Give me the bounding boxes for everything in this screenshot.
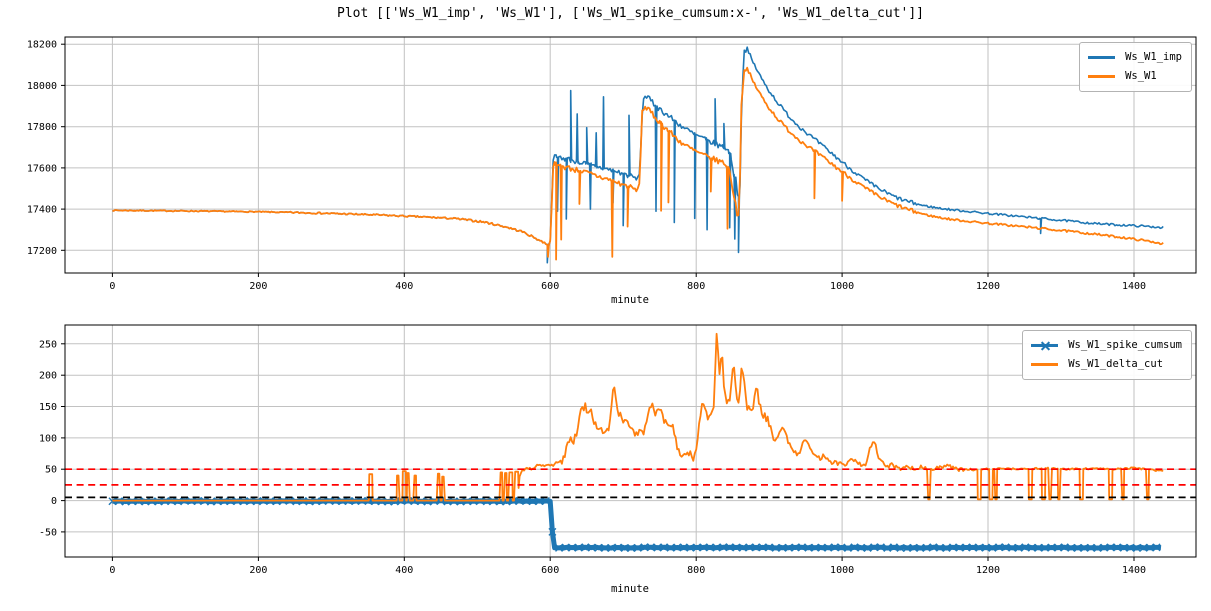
chart-title: Plot [['Ws_W1_imp', 'Ws_W1'], ['Ws_W1_sp… [337, 6, 924, 21]
x-tick-label: 200 [249, 281, 267, 292]
axes-background [65, 37, 1196, 273]
legend-item: Ws_W1_delta_cut [1031, 355, 1182, 374]
y-tick-label: 17600 [27, 163, 57, 174]
legend-label: Ws_W1_imp [1125, 51, 1182, 63]
x-tick-label: 1400 [1122, 281, 1146, 292]
y-tick-label: 17200 [27, 246, 57, 257]
line-sample-blue [1088, 56, 1116, 59]
x-tick-label: 800 [687, 281, 705, 292]
y-tick-label: 150 [39, 402, 57, 413]
x-axis-label-top: minute [611, 294, 649, 306]
legend-top: Ws_W1_imp Ws_W1 [1079, 42, 1192, 92]
tick-marks [61, 343, 1135, 561]
x-tick-label: 400 [395, 281, 413, 292]
y-tick-label: 250 [39, 339, 57, 350]
x-tick-label: 0 [109, 565, 115, 576]
x-tick-label: 1400 [1122, 565, 1146, 576]
y-tick-label: 17400 [27, 205, 57, 216]
series-Ws_W1 [112, 66, 1164, 261]
x-tick-label: 600 [541, 565, 559, 576]
legend-item: Ws_W1_spike_cumsum [1031, 336, 1182, 355]
x-axis-label-bottom: minute [611, 583, 649, 595]
x-tick-label: 1200 [976, 565, 1000, 576]
y-tick-label: 50 [45, 465, 57, 476]
legend-item: Ws_W1 [1088, 67, 1182, 86]
x-tick-label: 800 [687, 565, 705, 576]
y-tick-label: 0 [51, 496, 57, 507]
legend-item: Ws_W1_imp [1088, 48, 1182, 67]
axes-background [65, 325, 1196, 557]
x-tick-label: 1000 [830, 281, 854, 292]
tick-marks [61, 43, 1135, 277]
x-tick-label: 1200 [976, 281, 1000, 292]
line-sample-blue-x [1031, 340, 1059, 351]
axes-border [64, 36, 1197, 274]
legend-bottom: Ws_W1_spike_cumsum Ws_W1_delta_cut [1022, 330, 1192, 380]
series-Ws_W1_delta_cut [112, 332, 1164, 502]
plot-area [112, 46, 1164, 264]
x-tick-label: 400 [395, 565, 413, 576]
x-tick-label: 1000 [830, 565, 854, 576]
x-tick-label: 200 [249, 565, 267, 576]
line-sample-orange [1031, 363, 1059, 366]
y-tick-label: 100 [39, 433, 57, 444]
legend-label: Ws_W1 [1125, 70, 1157, 82]
plot-area [65, 332, 1196, 552]
line-sample-orange [1088, 75, 1116, 78]
tick-labels: 0 200 400 600 800 1000 1200 1400 -50 0 50 100 150 200… [39, 339, 1146, 576]
x-tick-label: 0 [109, 281, 115, 292]
tick-labels: 0 200 400 600 800 1000 1200 1400 17200 17400 17600… [27, 40, 1146, 292]
y-tick-label: 18000 [27, 81, 57, 92]
legend-label: Ws_W1_spike_cumsum [1068, 339, 1182, 351]
legend-label: Ws_W1_delta_cut [1068, 358, 1164, 370]
y-tick-label: -50 [39, 527, 57, 538]
y-tick-label: 200 [39, 371, 57, 382]
x-tick-label: 600 [541, 281, 559, 292]
x-marker-icon [1040, 340, 1051, 351]
y-tick-label: 18200 [27, 40, 57, 51]
y-tick-label: 17800 [27, 122, 57, 133]
axes-border [64, 324, 1197, 558]
